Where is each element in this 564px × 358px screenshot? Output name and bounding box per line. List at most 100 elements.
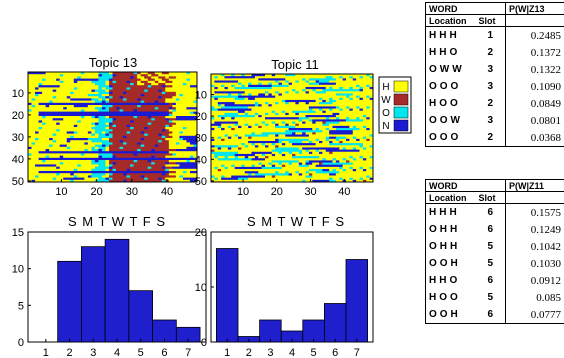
heatmap-cell: [231, 128, 236, 131]
heatmap-cell: [98, 160, 106, 163]
heatmap-cell: [66, 140, 71, 143]
heatmap-cell: [292, 110, 317, 114]
heatmap-cell: [362, 115, 367, 118]
y-tick-label: 30: [195, 133, 207, 145]
heatmap-cell: [231, 117, 236, 120]
heatmap-cell: [56, 122, 61, 126]
x-tick-label: 5: [311, 347, 317, 358]
heatmap-cell: [172, 166, 198, 170]
heatmap-cell: [211, 132, 252, 135]
heatmap-cell: [271, 82, 279, 86]
heatmap-cell: [179, 164, 198, 167]
x-tick-label: 20: [271, 186, 283, 198]
heatmap-cell: [295, 132, 303, 135]
heatmap-cell: [186, 107, 198, 110]
heatmap-cell: [221, 106, 249, 109]
heatmap-cell: [101, 142, 113, 145]
heatmap-cell: [349, 86, 354, 90]
heatmap-cell: [352, 158, 357, 161]
heatmap-cell: [84, 153, 99, 156]
heatmap-cell: [362, 143, 374, 146]
heatmap-cell: [161, 72, 170, 75]
heatmap-cell: [91, 140, 110, 143]
heatmap-cell: [285, 130, 323, 133]
heatmap-cell: [59, 162, 64, 165]
heatmap-cell: [98, 153, 113, 156]
heatmap-cell: [42, 91, 71, 95]
heatmap-cell: [105, 87, 113, 90]
heatmap-cell: [248, 156, 256, 159]
heatmap-cell: [227, 134, 236, 138]
heatmap-cell: [295, 74, 367, 77]
heatmap-cell: [112, 72, 135, 75]
heatmap-cell: [352, 162, 374, 166]
heatmap-cell: [329, 138, 337, 142]
heatmap-cell: [295, 89, 303, 92]
heatmap-cell: [59, 166, 96, 170]
heatmap-cell: [298, 162, 303, 166]
heatmap-cell: [349, 95, 357, 99]
heatmap-cell: [165, 177, 184, 181]
heatmap-cell: [211, 156, 215, 159]
heatmap-cell: [254, 104, 259, 107]
heatmap-cell: [211, 175, 215, 179]
heatmap-cell: [52, 138, 68, 141]
word-probability: 0.2485: [505, 26, 564, 44]
heatmap-cell: [140, 131, 145, 134]
heatmap-cell: [28, 118, 54, 121]
heatmap-cell: [339, 108, 344, 112]
heatmap-cell: [342, 169, 347, 172]
heatmap-cell: [108, 96, 113, 99]
heatmap-cell: [305, 171, 310, 174]
heatmap-cell: [161, 140, 170, 143]
heatmap-cell: [231, 93, 239, 96]
heatmap-cell: [116, 80, 127, 84]
y-tick-label: 5: [18, 300, 24, 312]
heatmap-cell: [175, 76, 198, 79]
heatmap-cell: [28, 76, 78, 79]
y-tick-label: 50: [195, 176, 207, 188]
heatmap-cell: [98, 91, 110, 95]
heatmap-cell: [335, 138, 340, 142]
heatmap-cell: [133, 120, 170, 123]
heatmap-cell: [59, 129, 96, 132]
heatmap-cell: [305, 162, 313, 166]
word-slot: 6: [475, 221, 506, 238]
heatmap-cell: [154, 149, 177, 152]
heatmap-cell: [98, 146, 106, 150]
y-tick-label: 30: [12, 132, 24, 144]
heatmap-cell: [147, 89, 159, 93]
heatmap-cell: [140, 94, 145, 97]
heatmap-cell: [315, 143, 330, 146]
heatmap-cell: [91, 133, 96, 137]
heatmap-cell: [217, 102, 236, 105]
x-tick-label: 6: [332, 347, 338, 358]
heatmap-cell: [105, 80, 110, 84]
heatmap-cell: [271, 149, 303, 153]
heatmap-cell: [28, 83, 39, 86]
heatmap-cell: [238, 156, 246, 159]
table-row: OOW 3 0.0801: [425, 112, 564, 129]
heatmap-cell: [224, 86, 229, 90]
heatmap-cell: [281, 121, 286, 125]
heatmap-cell: [217, 104, 222, 107]
heatmap-cell: [281, 151, 290, 155]
heatmap-cell: [112, 135, 124, 139]
heatmap-cell: [214, 121, 239, 125]
heatmap-cell: [154, 100, 159, 104]
heatmap-cell: [241, 164, 246, 168]
heatmap-cell: [369, 134, 374, 138]
heatmap-cell: [168, 113, 173, 117]
heatmap-cell: [271, 153, 276, 157]
heatmap-cell: [108, 131, 127, 134]
heatmap-cell: [238, 151, 252, 155]
heatmap-cell: [292, 121, 296, 125]
heatmap-cell: [182, 83, 187, 86]
heatmap-cell: [369, 166, 374, 170]
heatmap-cell: [193, 111, 198, 115]
heatmap-cell: [346, 160, 350, 163]
heatmap-cell: [123, 109, 135, 112]
heatmap-cell: [168, 129, 198, 132]
heatmap-cell: [265, 145, 269, 148]
heatmap-cell: [80, 120, 99, 123]
